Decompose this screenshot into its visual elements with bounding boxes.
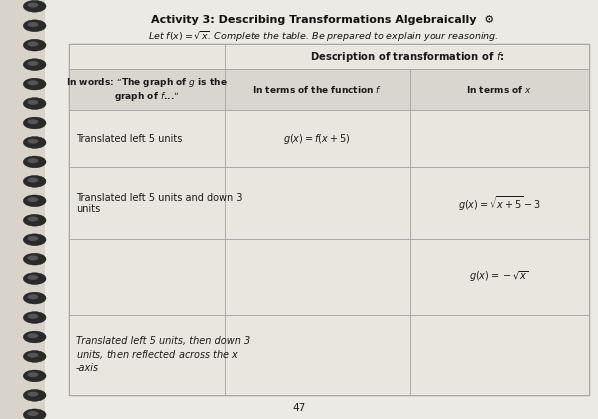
Text: $g(x) = -\sqrt{x}$: $g(x) = -\sqrt{x}$ xyxy=(469,270,529,285)
Text: 47: 47 xyxy=(292,403,306,413)
Text: Let $f(x) = \sqrt{x}$. Complete the table. Be prepared to explain your reasoning: Let $f(x) = \sqrt{x}$. Complete the tabl… xyxy=(148,29,498,44)
Text: Activity 3: Describing Transformations Algebraically  ⚙: Activity 3: Describing Transformations A… xyxy=(151,15,495,25)
Text: Translated left 5 units: Translated left 5 units xyxy=(76,134,182,144)
Text: In words: “The graph of $g$ is the
graph of $f$...”: In words: “The graph of $g$ is the graph… xyxy=(66,75,228,103)
Text: $g(x) = \sqrt{x+5} - 3$: $g(x) = \sqrt{x+5} - 3$ xyxy=(457,194,541,213)
Text: $g(x) = f(x+5)$: $g(x) = f(x+5)$ xyxy=(283,132,351,145)
Text: Translated left 5 units, then down 3
units, then reflected across the $x$
-axis: Translated left 5 units, then down 3 uni… xyxy=(76,336,250,373)
Text: Translated left 5 units and down 3
units: Translated left 5 units and down 3 units xyxy=(76,193,242,214)
Text: Description of transformation of $f$:: Description of transformation of $f$: xyxy=(310,49,504,64)
Text: In terms of $x$: In terms of $x$ xyxy=(466,84,532,95)
Text: In terms of the function $f$: In terms of the function $f$ xyxy=(252,84,382,95)
